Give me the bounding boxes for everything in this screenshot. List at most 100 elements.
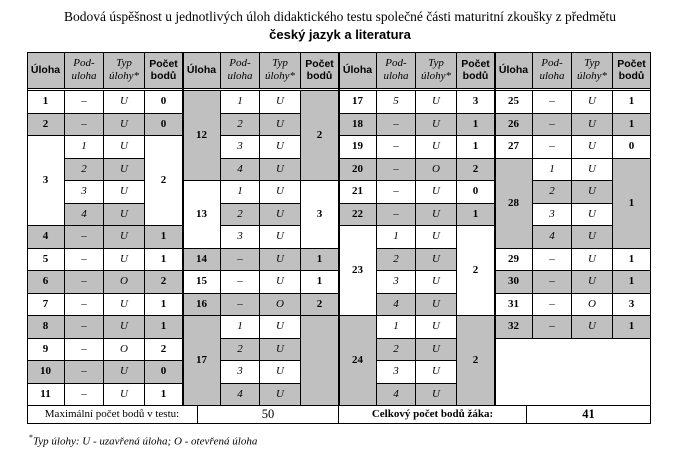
type-cell: U — [104, 203, 145, 226]
type-cell: U — [104, 136, 145, 159]
task-number: 6 — [27, 271, 65, 294]
header-points: Počet bodů — [301, 52, 339, 89]
task-points: 2 — [145, 338, 183, 361]
type-cell: U — [104, 226, 145, 249]
task-number: 10 — [27, 361, 65, 384]
total-points-label: Celkový počet bodů žáka: — [339, 406, 527, 424]
subtask-cell: – — [533, 136, 572, 159]
subtask-cell: 4 — [221, 383, 260, 406]
subtask-cell: – — [377, 136, 416, 159]
task-number: 17 — [183, 316, 221, 406]
subtask-cell: 3 — [221, 136, 260, 159]
type-cell: U — [104, 181, 145, 204]
subtask-cell: 4 — [377, 383, 416, 406]
task-number: 17 — [339, 91, 377, 114]
subtask-cell: – — [65, 293, 104, 316]
subtask-cell: 4 — [377, 293, 416, 316]
task-points: 2 — [301, 91, 339, 181]
type-cell: U — [572, 91, 613, 114]
subtask-cell: – — [65, 248, 104, 271]
subtask-cell: 1 — [221, 316, 260, 339]
subtask-cell: 3 — [65, 181, 104, 204]
subtask-cell: – — [65, 316, 104, 339]
subtask-cell: – — [377, 158, 416, 181]
subtask-cell: – — [377, 203, 416, 226]
subtask-cell: – — [65, 271, 104, 294]
subtask-cell: 2 — [221, 203, 260, 226]
task-points: 1 — [457, 136, 495, 159]
header-subtask: Pod- uloha — [221, 52, 260, 89]
max-points-value: 50 — [198, 406, 339, 424]
task-number: 5 — [27, 248, 65, 271]
type-cell: U — [572, 136, 613, 159]
subject-title: český jazyk a literatura — [269, 27, 411, 42]
type-cell: U — [104, 91, 145, 114]
task-points: 1 — [613, 271, 651, 294]
header-type: Typ úlohy* — [572, 52, 613, 89]
task-points: 2 — [301, 293, 339, 316]
task-number: 22 — [339, 203, 377, 226]
header-subtask: Pod- uloha — [533, 52, 572, 89]
header-task: Úloha — [27, 52, 65, 89]
header-points: Počet bodů — [613, 52, 651, 89]
subtask-cell: 4 — [533, 226, 572, 249]
subtask-cell: – — [221, 271, 260, 294]
header-task: Úloha — [339, 52, 377, 89]
type-cell: U — [572, 316, 613, 339]
subtask-cell: 1 — [221, 181, 260, 204]
header-type: Typ úlohy* — [416, 52, 457, 89]
task-number: 28 — [495, 158, 533, 249]
task-points: 1 — [457, 203, 495, 226]
subtask-cell: 1 — [65, 136, 104, 159]
type-cell: U — [416, 316, 457, 339]
task-points: 1 — [145, 316, 183, 339]
task-number: 4 — [27, 226, 65, 249]
task-points: 2 — [457, 158, 495, 181]
task-points: 0 — [145, 361, 183, 384]
subtask-cell: – — [533, 316, 572, 339]
task-points: 1 — [457, 113, 495, 136]
task-number: 2 — [27, 113, 65, 136]
subtask-cell: 2 — [221, 338, 260, 361]
subtask-cell: – — [221, 293, 260, 316]
type-cell: U — [260, 383, 301, 406]
table-title: Bodová úspěšnost u jednotlivých úloh did… — [64, 9, 616, 24]
subtask-cell: 2 — [533, 181, 572, 204]
type-cell: U — [416, 113, 457, 136]
subtask-cell: – — [377, 181, 416, 204]
subtask-cell: 2 — [377, 248, 416, 271]
subtask-cell: – — [65, 383, 104, 406]
subtask-cell: 3 — [221, 361, 260, 384]
type-cell: U — [572, 158, 613, 181]
type-cell: U — [572, 248, 613, 271]
max-points-label: Maximální počet bodů v testu: — [27, 406, 198, 424]
task-number: 3 — [27, 136, 65, 226]
task-points: 2 — [145, 136, 183, 226]
task-points: 1 — [301, 248, 339, 271]
type-cell: U — [260, 181, 301, 204]
task-number: 9 — [27, 338, 65, 361]
type-cell: U — [260, 226, 301, 249]
type-cell: U — [260, 338, 301, 361]
empty-area — [495, 361, 651, 406]
header-points: Počet bodů — [145, 52, 183, 89]
type-cell: U — [572, 181, 613, 204]
total-points-value: 41 — [527, 406, 651, 424]
subtask-cell: 3 — [533, 203, 572, 226]
subtask-cell: – — [65, 113, 104, 136]
type-cell: U — [416, 361, 457, 384]
type-cell: O — [260, 293, 301, 316]
type-cell: O — [104, 271, 145, 294]
subtask-cell: – — [533, 293, 572, 316]
subtask-cell: – — [533, 248, 572, 271]
type-cell: U — [416, 91, 457, 114]
type-cell: U — [416, 181, 457, 204]
type-cell: U — [260, 113, 301, 136]
type-cell: U — [416, 136, 457, 159]
task-points: 2 — [457, 316, 495, 406]
header-task: Úloha — [183, 52, 221, 89]
subtask-cell: 3 — [377, 271, 416, 294]
task-points: 3 — [301, 181, 339, 249]
task-number: 15 — [183, 271, 221, 294]
subtask-cell: 2 — [377, 338, 416, 361]
